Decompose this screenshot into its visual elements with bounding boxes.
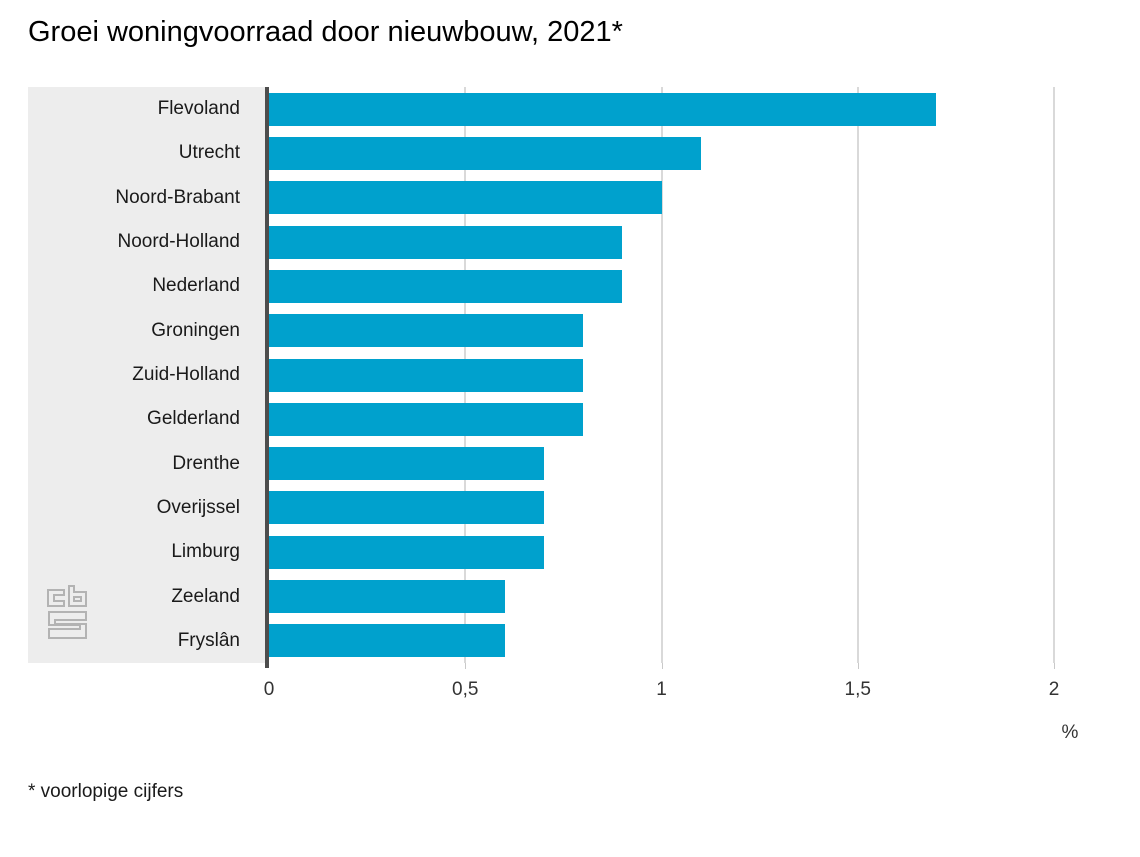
bar-row: Gelderland [28,397,1110,441]
bar-row: Noord-Brabant [28,176,1110,220]
bar-noord-holland [269,225,623,259]
bar-zeeland [269,580,505,614]
bar-row: Overijssel [28,486,1110,530]
bar-noord-brabant [269,181,662,215]
x-tick-mark [1054,663,1055,669]
category-label: Noord-Brabant [115,186,240,208]
bar-limburg [269,535,544,569]
bar-row: Flevoland [28,87,1110,131]
bar-row: Fryslân [28,619,1110,663]
x-tick-label: 1 [656,679,667,700]
bar-flevoland [269,92,937,126]
y-axis-line [265,87,269,668]
x-tick-label: 0,5 [452,679,479,700]
x-tick-mark [465,663,467,669]
bar-row: Noord-Holland [28,220,1110,264]
bar-utrecht [269,136,701,170]
gridline [660,87,663,663]
x-tick-label: 1,5 [844,679,871,700]
cbs-logo-b [68,585,87,607]
category-label: Limburg [171,541,240,563]
category-label: Utrecht [178,142,240,164]
category-label: Gelderland [147,408,240,430]
bar-row: Zuid-Holland [28,353,1110,397]
x-axis: 0 0,5 1 1,5 2 [28,679,1110,705]
category-label: Groningen [151,319,240,341]
gridline [1053,87,1055,663]
bar-frysl-n [269,624,505,658]
bar-chart: Flevoland Utrecht Noord-Brabant Noord-Holla… [28,87,1110,669]
category-label: Zuid-Holland [132,364,240,386]
x-tick-mark [661,663,663,669]
bar-row: Groningen [28,309,1110,353]
category-label: Overijssel [156,496,240,518]
bar-nederland [269,269,623,303]
bar-zuid-holland [269,358,583,392]
bar-overijssel [269,491,544,525]
cbs-logo [47,585,87,639]
chart-title: Groei woningvoorraad door nieuwbouw, 202… [28,16,623,48]
cbs-logo-s [48,611,87,639]
bar-row: Drenthe [28,442,1110,486]
x-tick-label: 2 [1048,679,1060,700]
x-tick-label: 0 [263,679,275,700]
bar-groningen [269,314,583,348]
bar-row: Zeeland [28,574,1110,618]
bar-row: Limburg [28,530,1110,574]
category-label: Zeeland [171,585,240,607]
bar-row: Utrecht [28,131,1110,175]
cbs-logo-c [47,589,65,607]
bar-rows: Flevoland Utrecht Noord-Brabant Noord-Holla… [28,87,1110,663]
category-label: Nederland [152,275,240,297]
bar-row: Nederland [28,264,1110,308]
x-axis-unit-label: % [1061,722,1079,743]
gridline [856,87,859,663]
category-label: Fryslân [177,629,240,651]
category-label: Noord-Holland [117,231,240,253]
bar-gelderland [269,402,583,436]
bar-drenthe [269,447,544,481]
category-panel [28,87,267,663]
category-label: Flevoland [157,98,240,120]
x-tick-mark [857,663,859,669]
category-label: Drenthe [172,452,240,474]
footnote: * voorlopige cijfers [28,781,184,802]
